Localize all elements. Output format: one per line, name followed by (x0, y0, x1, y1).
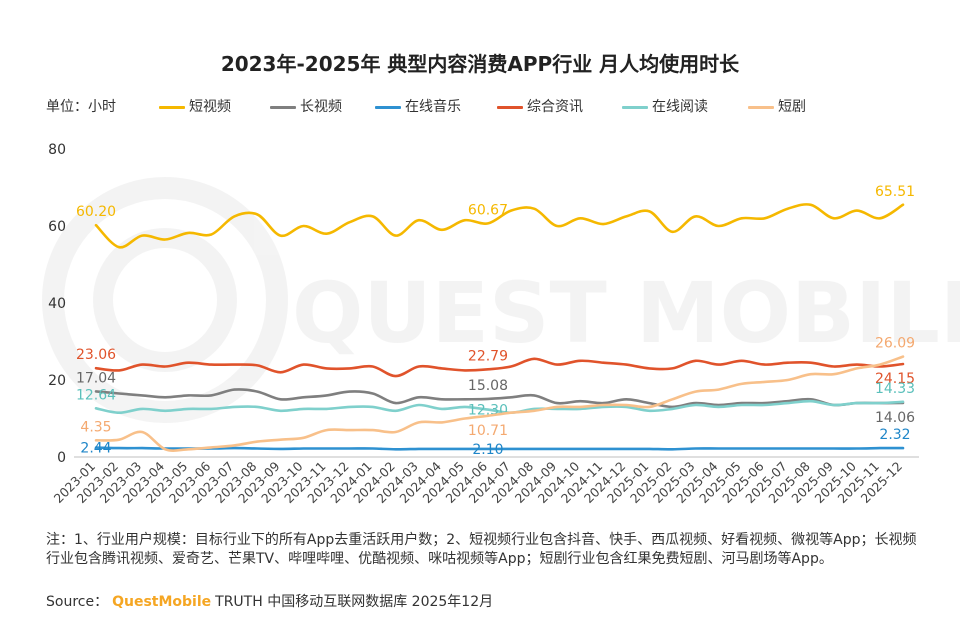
footnote: 注：1、行业用户规模：目标行业下的所有App去重活跃用户数；2、短视频行业包含抖… (46, 532, 917, 567)
watermark-text: QUEST MOBILE (292, 264, 960, 362)
legend-label: 短视频 (189, 99, 231, 115)
data-label: 26.09 (875, 336, 915, 352)
data-label: 12.64 (76, 387, 116, 403)
legend-item: 在线音乐 (375, 96, 461, 116)
data-label: 10.71 (468, 423, 508, 439)
series-line-5 (94, 355, 905, 452)
data-label: 4.35 (80, 419, 111, 435)
y-tick-label: 20 (48, 373, 66, 389)
data-label: 15.08 (468, 378, 508, 394)
y-tick-label: 40 (48, 296, 66, 312)
legend-item: 在线阅读 (622, 96, 708, 116)
series-line-1 (94, 388, 905, 409)
legend-swatch (159, 105, 185, 109)
legend-swatch (748, 105, 774, 109)
data-label: 2.32 (879, 427, 910, 443)
y-tick-label: 60 (48, 219, 66, 235)
data-label: 14.33 (875, 381, 915, 397)
source-label: Source： (46, 594, 109, 610)
legend-label: 在线阅读 (652, 99, 708, 115)
data-label: 14.06 (875, 410, 915, 426)
watermark: QUEST MOBILE (42, 177, 960, 423)
legend-label: 长视频 (300, 99, 342, 115)
legend-label: 短剧 (778, 99, 806, 115)
legend-swatch (270, 105, 296, 109)
legend-label: 综合资讯 (527, 99, 583, 115)
legend-item: 短视频 (159, 96, 231, 116)
legend-label: 在线音乐 (405, 99, 461, 115)
legend-swatch (375, 105, 401, 109)
source-line: Source： QuestMobile TRUTH 中国移动互联网数据库 2025年… (46, 591, 493, 611)
data-label: 60.67 (468, 202, 508, 218)
legend-swatch (622, 105, 648, 109)
data-label: 17.04 (76, 370, 116, 386)
questmobile-logo: QuestMobile (112, 594, 212, 610)
y-tick-label: 0 (57, 450, 66, 466)
series-line-4 (94, 399, 905, 415)
y-tick-label: 80 (48, 142, 66, 158)
data-label: 2.44 (80, 441, 111, 457)
series-line-0 (94, 203, 905, 249)
data-label: 60.20 (76, 204, 116, 220)
unit-label: 单位：小时 (46, 99, 116, 115)
legend-swatch (497, 105, 523, 109)
legend-item: 短剧 (748, 96, 806, 116)
source-text: TRUTH 中国移动互联网数据库 2025年12月 (215, 594, 494, 610)
data-label: 23.06 (76, 347, 116, 363)
data-label: 2.10 (472, 442, 503, 458)
legend-item: 长视频 (270, 96, 342, 116)
series-line-3 (94, 357, 905, 378)
data-label: 24.15 (875, 371, 915, 387)
data-label: 22.79 (468, 348, 508, 364)
series-line-2 (94, 446, 905, 451)
watermark-ring-inner (93, 228, 237, 372)
legend-item: 综合资讯 (497, 96, 583, 116)
data-label: 65.51 (875, 184, 915, 200)
chart-title: 2023年-2025年 典型内容消费APP行业 月人均使用时长 (220, 52, 740, 76)
line-chart: QUEST MOBILE0204060802023-012023-022023-… (42, 142, 960, 506)
